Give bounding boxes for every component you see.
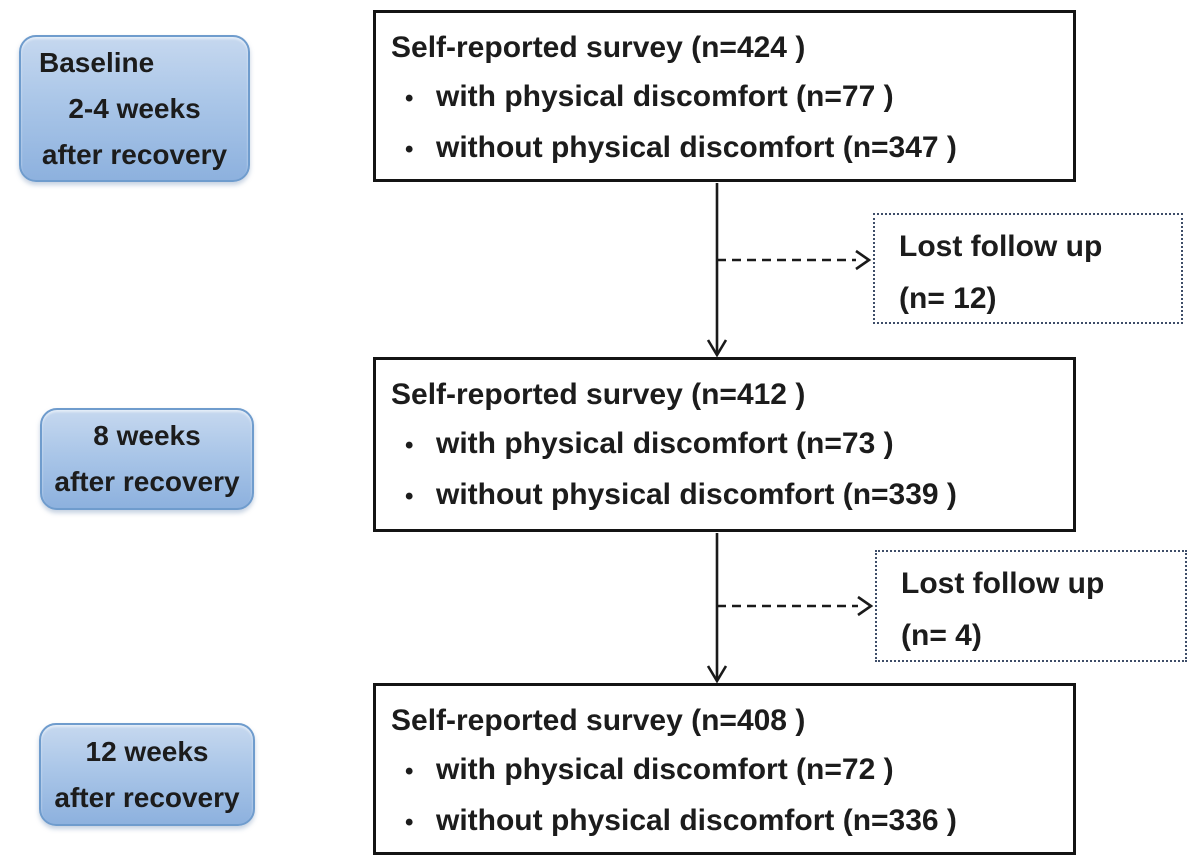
stage-label-12-weeks: 12 weeks after recovery bbox=[39, 723, 255, 826]
bullet-text: without physical discomfort (n=339 ) bbox=[436, 478, 957, 511]
survey-box-baseline: Self-reported survey (n=424 ) • with phy… bbox=[373, 10, 1076, 182]
lost-followup-label: Lost follow up bbox=[901, 567, 1105, 600]
survey-bullet-without: • without physical discomfort (n=339 ) bbox=[391, 470, 1073, 521]
stage-label-line: 12 weeks bbox=[85, 735, 209, 767]
bullet-icon: • bbox=[405, 758, 414, 785]
stage-label-line: after recovery bbox=[54, 466, 240, 497]
bullet-icon: • bbox=[405, 85, 414, 112]
bullet-icon: • bbox=[405, 432, 414, 459]
stage-label-line: after recovery bbox=[54, 781, 240, 813]
bullet-text: without physical discomfort (n=336 ) bbox=[436, 804, 957, 837]
survey-bullet-with: • with physical discomfort (n=77 ) bbox=[391, 72, 1073, 123]
stage-label-line: 2-4 weeks bbox=[68, 92, 201, 124]
dashed-arrow-1 bbox=[717, 249, 872, 271]
survey-title: Self-reported survey (n=408 ) bbox=[391, 704, 806, 737]
down-arrow-1 bbox=[706, 183, 728, 358]
lost-followup-label: Lost follow up bbox=[899, 230, 1103, 263]
survey-title: Self-reported survey (n=424 ) bbox=[391, 31, 806, 64]
bullet-text: with physical discomfort (n=77 ) bbox=[436, 80, 894, 113]
lost-followup-count: (n= 12) bbox=[899, 282, 997, 315]
survey-bullet-without: • without physical discomfort (n=336 ) bbox=[391, 796, 1073, 847]
survey-box-12-weeks: Self-reported survey (n=408 ) • with phy… bbox=[373, 683, 1076, 855]
lost-followup-box-2: Lost follow up (n= 4) bbox=[875, 550, 1187, 662]
bullet-icon: • bbox=[405, 809, 414, 836]
survey-bullet-without: • without physical discomfort (n=347 ) bbox=[391, 123, 1073, 174]
bullet-text: with physical discomfort (n=72 ) bbox=[436, 753, 894, 786]
bullet-text: with physical discomfort (n=73 ) bbox=[436, 427, 894, 460]
survey-bullet-with: • with physical discomfort (n=72 ) bbox=[391, 745, 1073, 796]
stage-label-baseline: Baseline 2-4 weeks after recovery bbox=[19, 35, 250, 182]
lost-followup-count: (n= 4) bbox=[901, 619, 982, 652]
stage-label-8-weeks: 8 weeks after recovery bbox=[40, 408, 254, 510]
bullet-icon: • bbox=[405, 483, 414, 510]
survey-box-8-weeks: Self-reported survey (n=412 ) • with phy… bbox=[373, 357, 1076, 532]
bullet-text: without physical discomfort (n=347 ) bbox=[436, 131, 957, 164]
survey-title: Self-reported survey (n=412 ) bbox=[391, 378, 806, 411]
stage-label-line: 8 weeks bbox=[93, 420, 201, 451]
down-arrow-2 bbox=[706, 533, 728, 684]
bullet-icon: • bbox=[405, 136, 414, 163]
stage-label-line: after recovery bbox=[41, 138, 228, 170]
lost-followup-box-1: Lost follow up (n= 12) bbox=[873, 213, 1183, 324]
survey-bullet-with: • with physical discomfort (n=73 ) bbox=[391, 419, 1073, 470]
stage-label-line: Baseline bbox=[39, 46, 155, 78]
dashed-arrow-2 bbox=[717, 595, 874, 617]
